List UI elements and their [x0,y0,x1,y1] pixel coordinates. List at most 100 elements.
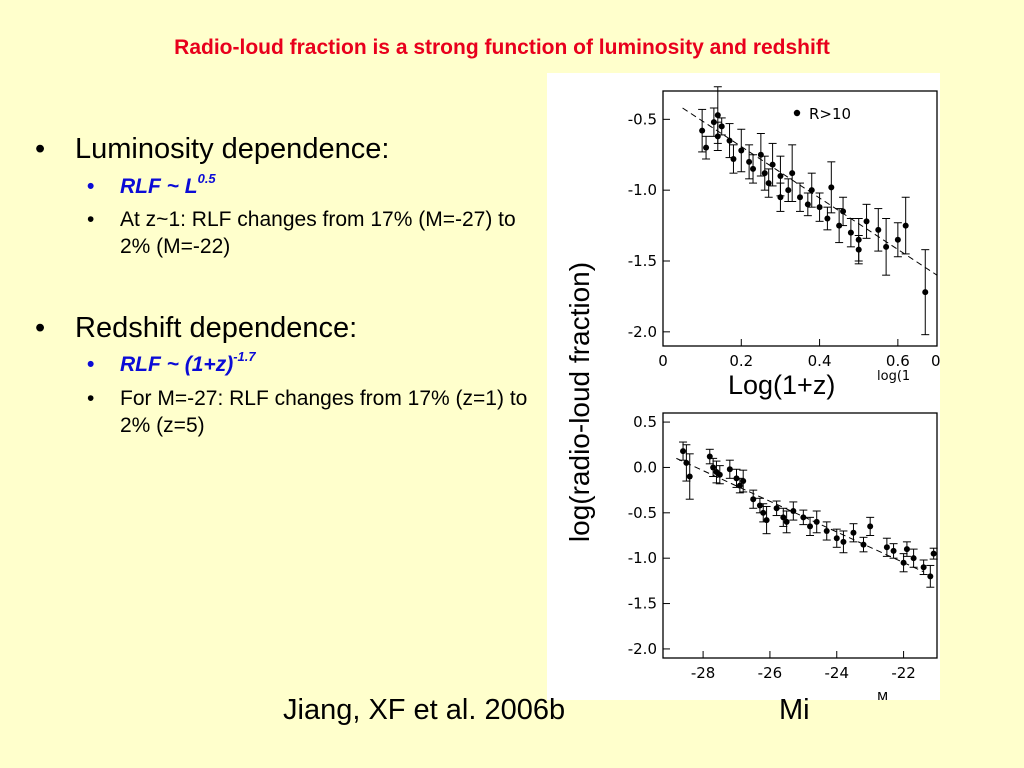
bottom-y-tick-label: -0.5 [628,504,657,522]
bottom-chart [662,412,938,659]
bottom-data-point [683,459,690,466]
bottom-data-point [920,564,927,571]
bottom-data-point [680,448,687,455]
sub-bullet-redshift-change: • For M=-27: RLF changes from 17% (z=1) … [35,385,545,440]
bottom-data-point [883,544,890,551]
top-data-point [757,151,764,158]
bottom-data-point [890,547,897,554]
top-chart-frame [662,90,938,347]
figure-svg: -0.5-1.0-1.5-2.00 0.2 0.4 0.6 0log(1R>100.50… [628,86,940,700]
top-data-point [816,204,823,211]
bottom-data-point [903,546,910,553]
top-y-tick-label: -1.0 [628,181,657,199]
top-data-point [855,246,862,253]
bottom-y-tick-label: -1.0 [628,549,657,567]
top-data-point [922,289,929,296]
bottom-data-point [716,471,723,478]
top-y-tick-label: -0.5 [628,110,657,128]
top-data-point [785,187,792,194]
bottom-y-tick-label: -2.0 [628,640,657,658]
top-x-tick-label: 0.4 [808,352,832,370]
top-chart-x-axis-label: Log(1+z) [728,370,836,400]
sub-bullet-dot: • [87,208,95,232]
bottom-data-point [850,529,857,536]
bottom-data-point [760,509,767,516]
top-data-point [883,243,890,250]
bottom-data-point [686,473,693,480]
rlf-luminosity-exponent: 0.5 [197,170,216,186]
bottom-data-point [927,573,934,580]
bottom-data-point [867,523,874,530]
bottom-data-point [773,505,780,512]
sub-bullet-rlf-redshift: • RLF ~ (1+z)-1.7 [35,349,545,378]
bottom-data-point [790,508,797,514]
bottom-data-point [860,541,867,548]
sub-bullet-dot: • [87,353,95,377]
top-data-point [738,147,745,154]
citation: Jiang, XF et al. 2006b [283,694,566,726]
top-data-point [718,123,725,130]
bottom-data-point [740,478,747,485]
bullet-dot: • [35,311,46,344]
top-y-tick-label: -2.0 [628,323,657,341]
bottom-data-point [813,518,820,525]
bottom-data-point [800,514,807,521]
figure-y-axis-label: log(radio-loud fraction) [564,261,595,543]
top-data-point [714,133,721,140]
luminosity-change-text: At z~1: RLF changes from 17% (M=-27) to … [120,208,516,259]
bottom-data-point [840,538,847,545]
bottom-y-tick-label: -1.5 [628,595,657,613]
bottom-y-tick-label: 0.0 [633,458,657,476]
bottom-data-point [710,464,717,471]
top-data-point [746,158,753,165]
bottom-data-point [900,559,907,566]
bottom-x-tick-label: -22 [891,664,916,682]
bottom-data-point [930,550,937,557]
top-y-tick-label: -1.5 [628,252,657,270]
bottom-data-point [736,482,743,489]
top-data-point [769,161,776,168]
bottom-y-tick-label: 0.5 [633,413,657,431]
bullet-heading-luminosity: Luminosity dependence: [75,133,390,165]
sub-bullet-luminosity-change: • At z~1: RLF changes from 17% (M=-27) t… [35,206,545,261]
bottom-data-point [823,527,830,534]
bullet-luminosity: • Luminosity dependence: [35,132,545,167]
top-data-point [863,218,870,225]
top-data-point [828,184,835,191]
top-data-point [902,222,909,229]
bottom-data-point [783,518,790,525]
top-data-point [714,112,721,119]
rlf-redshift-exponent: -1.7 [233,349,256,365]
top-legend-marker [793,109,801,117]
top-chart [662,86,938,347]
top-data-point [804,201,811,208]
sub-bullet-dot: • [87,174,95,198]
top-data-point [824,215,831,222]
sub-bullet-dot: • [87,386,95,410]
bottom-chart-x-axis-label: Mi [779,694,810,726]
top-data-point [840,208,847,215]
top-data-point [777,194,784,201]
top-data-point [797,194,803,201]
slide-title: Radio-loud fraction is a strong function… [174,36,830,59]
bullet-heading-redshift: Redshift dependence: [75,311,358,344]
top-x-tick-label: 0 [658,352,668,370]
top-data-point [703,144,710,151]
top-data-point [730,156,737,162]
bottom-data-point [780,514,787,521]
bottom-x-tick-label: -24 [825,664,850,682]
top-data-point [894,236,901,243]
top-data-point [726,137,733,144]
bottom-x-tick-label: -26 [758,664,783,682]
top-data-point [808,187,815,194]
bottom-fit-line [676,457,924,573]
top-clipped-axis-label: log(1 [877,369,910,384]
rlf-redshift-formula: RLF ~ (1+z) [120,353,234,377]
bottom-data-point [910,555,917,562]
figure-panel: -0.5 -1.0 -1.5 -2.0 0 0.2 0.4 0.6 0 log(1 R>10 0.5 0… [547,73,940,700]
bottom-data-point [763,517,770,524]
bottom-data-point [726,466,733,473]
bottom-data-point [750,496,757,503]
top-data-point [750,165,757,172]
top-data-point [761,170,768,177]
